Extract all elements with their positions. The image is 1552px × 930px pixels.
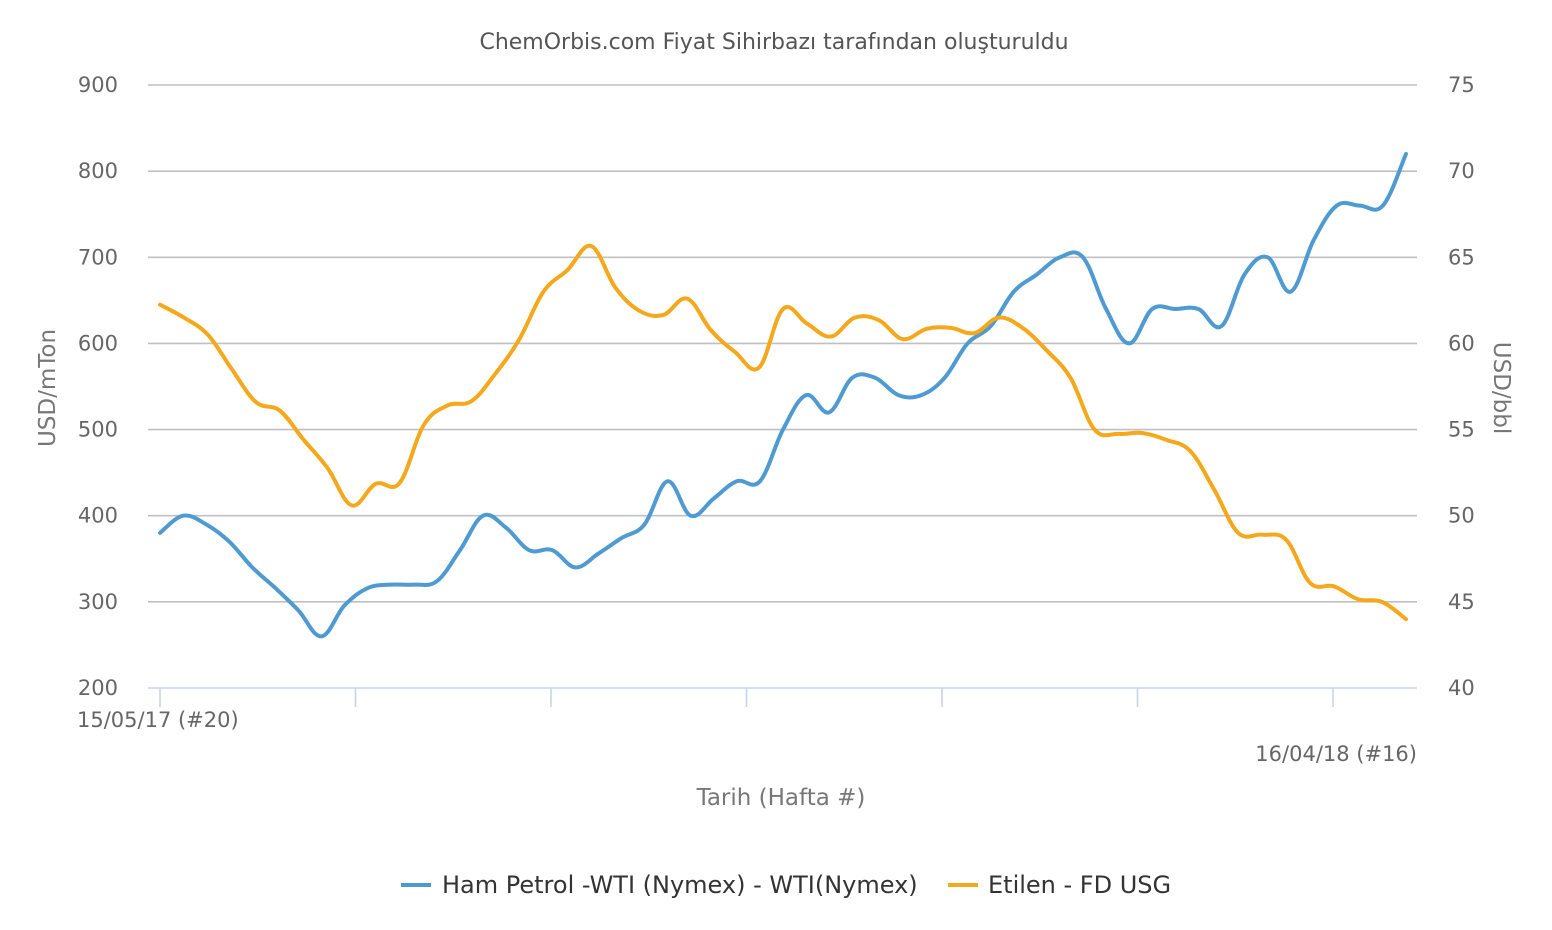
y-tick-label-left: 300 bbox=[78, 590, 118, 614]
y-tick-label-left: 800 bbox=[78, 159, 118, 183]
series-line-crude-oil bbox=[158, 151, 1408, 639]
x-axis-title: Tarih (Hafta #) bbox=[696, 785, 866, 811]
legend-label-ethylene: Etilen - FD USG bbox=[988, 871, 1171, 899]
y-tick-label-right: 65 bbox=[1448, 245, 1475, 269]
x-start-label: 15/05/17 (#20) bbox=[77, 708, 239, 732]
x-end-label: 16/04/18 (#16) bbox=[1255, 742, 1417, 766]
y-tick-label-right: 70 bbox=[1448, 159, 1475, 183]
right-axis-ticks: 75 70 65 60 55 50 45 40 bbox=[1448, 73, 1475, 700]
legend[interactable]: Ham Petrol -WTI (Nymex) - WTI(Nymex) Eti… bbox=[401, 871, 1171, 899]
legend-item-ethylene[interactable]: Etilen - FD USG bbox=[948, 871, 1171, 899]
y-tick-label-left: 900 bbox=[78, 73, 118, 97]
left-axis-ticks: 900 800 700 600 500 400 300 200 bbox=[78, 73, 118, 700]
y-tick-label-left: 400 bbox=[78, 504, 118, 528]
legend-item-crude-oil[interactable]: Ham Petrol -WTI (Nymex) - WTI(Nymex) bbox=[401, 871, 918, 899]
y-tick-label-left: 600 bbox=[78, 331, 118, 355]
y-tick-label-right: 50 bbox=[1448, 504, 1475, 528]
x-axis-ticks bbox=[159, 688, 1334, 707]
y-axis-title-right: USD/bbl bbox=[1488, 342, 1514, 434]
y-tick-label-right: 60 bbox=[1448, 331, 1475, 355]
y-tick-label-left: 500 bbox=[78, 418, 118, 442]
y-tick-label-left: 700 bbox=[78, 245, 118, 269]
y-tick-label-right: 45 bbox=[1448, 590, 1475, 614]
gridlines bbox=[148, 84, 1417, 603]
y-tick-label-left: 200 bbox=[78, 676, 118, 700]
y-tick-label-right: 40 bbox=[1448, 676, 1475, 700]
y-axis-title-left: USD/mTon bbox=[35, 329, 61, 447]
chart-title: ChemOrbis.com Fiyat Sihirbazı tarafından… bbox=[479, 30, 1068, 55]
legend-label-crude-oil: Ham Petrol -WTI (Nymex) - WTI(Nymex) bbox=[442, 871, 918, 899]
series-lines bbox=[158, 151, 1408, 639]
y-tick-label-right: 55 bbox=[1448, 418, 1475, 442]
y-tick-label-right: 75 bbox=[1448, 73, 1475, 97]
series-line-ethylene bbox=[158, 243, 1408, 622]
